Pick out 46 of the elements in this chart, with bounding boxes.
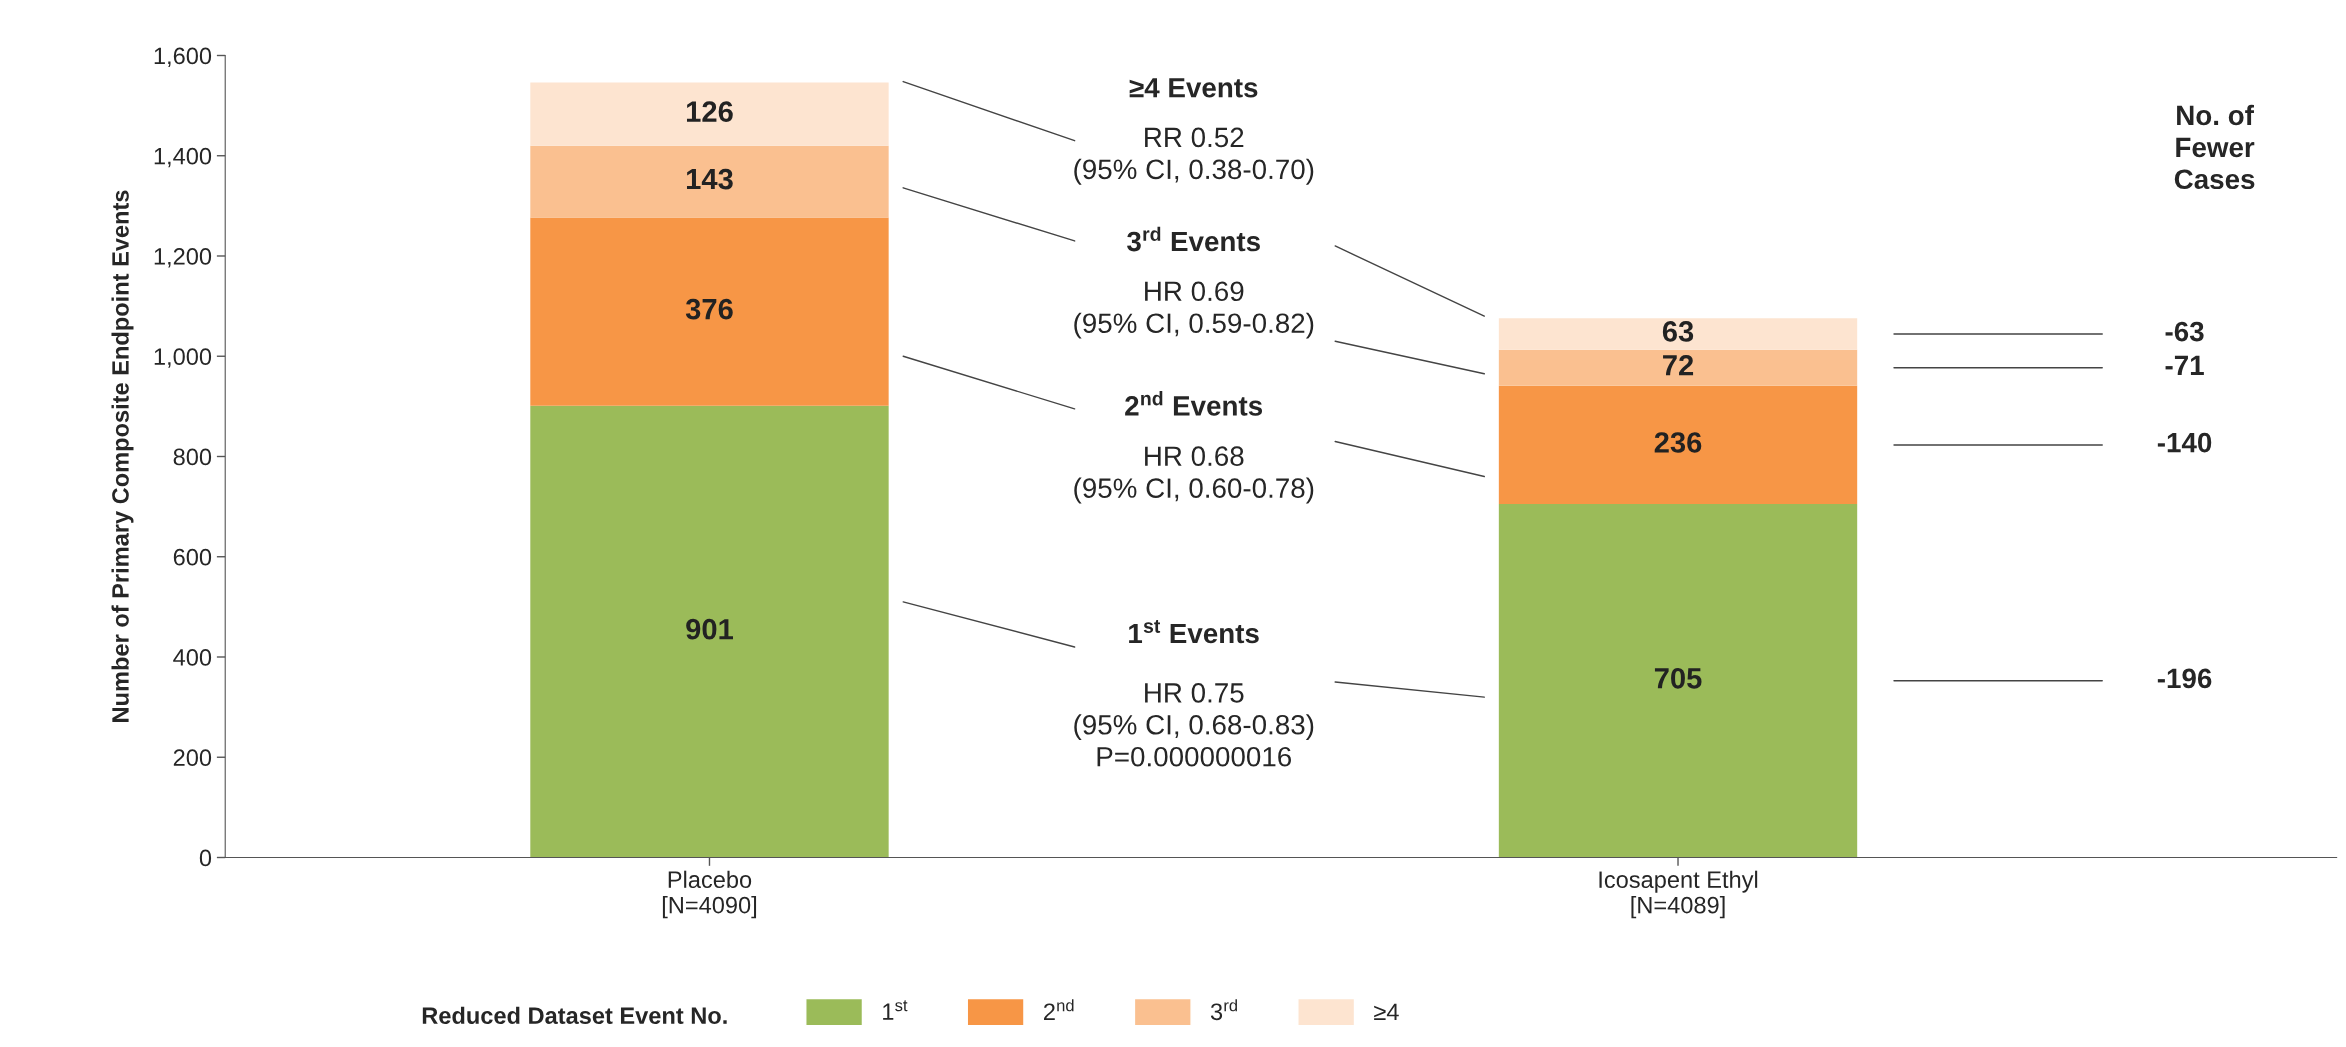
legend-title: Reduced Dataset Event No.: [422, 1006, 727, 1025]
bar: [530, 405, 889, 858]
annotation: HR 0.75 (95% CI, 0.68-0.83) P=0.000000016: [1074, 683, 1314, 767]
annotation: ≥4 Events: [1129, 78, 1258, 98]
annotation: -196: [2157, 668, 2212, 689]
legend-label: 2$^{nd}$: [1044, 999, 1074, 1020]
y-tick-label: 400: [173, 649, 212, 666]
annotation: 2$^{nd}$ Events: [1125, 391, 1263, 416]
bar: [1498, 504, 1858, 858]
annotation: 3$^{rd}$ Events: [1127, 226, 1260, 252]
legend-label: 1$^{st}$: [883, 1000, 908, 1020]
bar: [1498, 349, 1858, 386]
annotation: 1$^{st}$ Events: [1129, 620, 1259, 644]
y-tick-label: 800: [173, 448, 212, 466]
data-label: 126: [686, 101, 733, 122]
x-tick-label: Placebo [N=4090]: [662, 870, 757, 919]
legend-label: 3$^{rd}$: [1210, 999, 1237, 1021]
annotation: HR 0.69 (95% CI, 0.59-0.82): [1074, 281, 1314, 339]
bar: [1498, 385, 1858, 505]
annotation: -71: [2165, 355, 2204, 375]
annotation: -140: [2157, 432, 2212, 453]
data-label: 143: [686, 168, 733, 190]
annotation: No. of Fewer Cases: [2174, 104, 2255, 190]
legend-label: ≥4: [1374, 1003, 1399, 1020]
data-label: 236: [1654, 432, 1702, 453]
annotation: RR 0.52 (95% CI, 0.38-0.70): [1074, 127, 1314, 185]
y-tick-label: 0: [199, 849, 212, 867]
annotation: -63: [2165, 321, 2204, 342]
y-tick-label: 200: [173, 749, 212, 767]
bar: [530, 217, 889, 406]
y-axis-title: Number of Primary Composite Endpoint Events: [111, 190, 134, 722]
bar: [530, 145, 889, 218]
y-tick-label: 600: [173, 548, 212, 566]
bar: [530, 82, 889, 146]
y-tick-label: 1,600: [154, 47, 212, 68]
bar: [1498, 318, 1858, 350]
x-tick-label: Icosapent Ethyl [N=4089]: [1599, 870, 1758, 919]
y-tick-label: 1,000: [154, 348, 212, 368]
data-label: 705: [1654, 667, 1702, 689]
data-label: 901: [686, 618, 733, 640]
data-label: 72: [1663, 354, 1694, 376]
y-tick-label: 1,200: [154, 248, 212, 268]
data-label: 376: [685, 298, 733, 320]
data-label: 63: [1662, 321, 1694, 342]
annotation: HR 0.68 (95% CI, 0.60-0.78): [1074, 446, 1314, 504]
y-tick-label: 1,400: [154, 147, 212, 168]
